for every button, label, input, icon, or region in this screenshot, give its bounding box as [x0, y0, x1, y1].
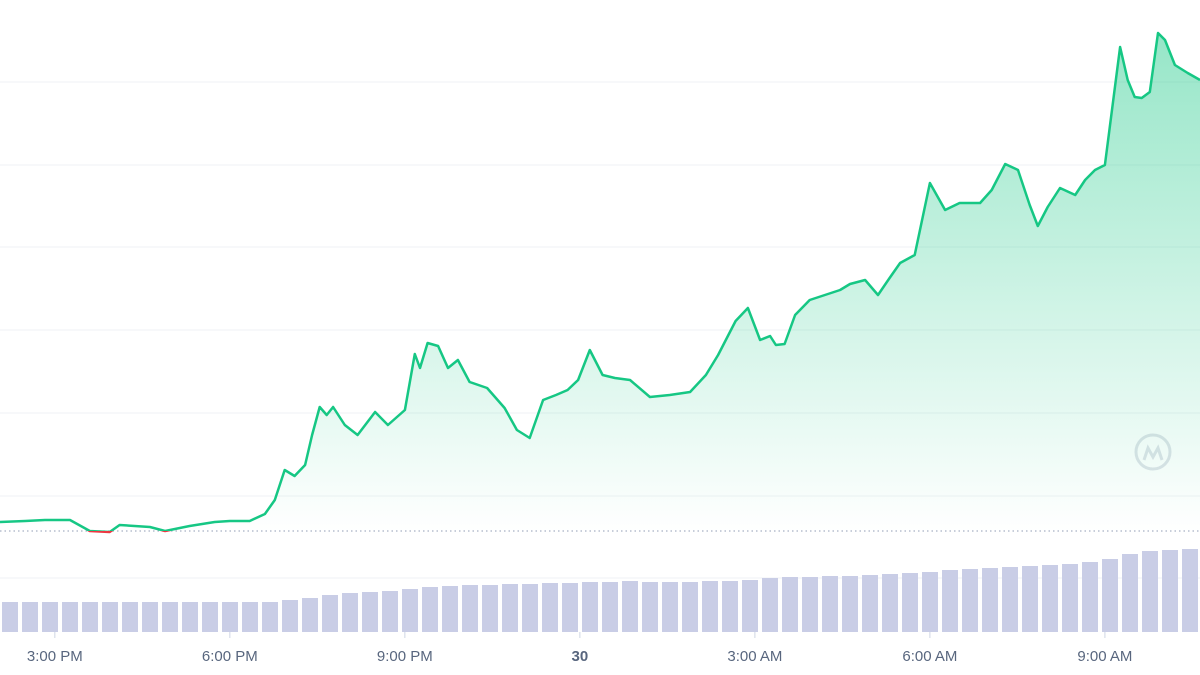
x-tick-label: 3:00 AM [727, 648, 782, 665]
volume-bar [582, 582, 598, 632]
volume-bar [662, 582, 678, 632]
volume-bar [542, 583, 558, 632]
x-tick-label: 9:00 PM [377, 648, 433, 665]
volume-bar [862, 575, 878, 632]
x-tick-label: 6:00 AM [902, 648, 957, 665]
volume-bar [2, 602, 18, 632]
volume-bar [942, 570, 958, 632]
volume-bar [642, 582, 658, 632]
volume-bar [722, 581, 738, 632]
x-tick-label: 30 [572, 648, 589, 665]
volume-bar [282, 600, 298, 632]
volume-bar [442, 586, 458, 632]
volume-bar [502, 584, 518, 632]
volume-bar [222, 602, 238, 632]
volume-bar [562, 583, 578, 632]
volume-bar [822, 576, 838, 632]
volume-bar [962, 569, 978, 632]
volume-bar [682, 582, 698, 632]
volume-bar [1022, 566, 1038, 632]
volume-bar [82, 602, 98, 632]
volume-bar [1142, 551, 1158, 632]
volume-bar [62, 602, 78, 632]
volume-bar [262, 602, 278, 632]
volume-bar [702, 581, 718, 632]
volume-bar [102, 602, 118, 632]
volume-bar [762, 578, 778, 632]
x-tick-label: 9:00 AM [1077, 648, 1132, 665]
volume-bar [342, 593, 358, 632]
volume-bar [522, 584, 538, 632]
volume-bar [842, 576, 858, 632]
volume-bar [162, 602, 178, 632]
volume-bar [202, 602, 218, 632]
price-area [0, 33, 1200, 531]
x-tick-label: 3:00 PM [27, 648, 83, 665]
volume-bar [802, 577, 818, 632]
volume-bar [122, 602, 138, 632]
volume-bar [402, 589, 418, 632]
volume-bar [1042, 565, 1058, 632]
volume-bar [242, 602, 258, 632]
volume-bar [1122, 554, 1138, 632]
volume-bar [1102, 559, 1118, 632]
volume-bar [882, 574, 898, 632]
volume-bar [362, 592, 378, 632]
volume-bar [462, 585, 478, 632]
volume-bar [22, 602, 38, 632]
volume-bar [1162, 550, 1178, 632]
volume-bar [1002, 567, 1018, 632]
volume-bar [42, 602, 58, 632]
volume-bar [142, 602, 158, 632]
volume-bar [382, 591, 398, 632]
volume-bar [782, 577, 798, 632]
volume-bar [302, 598, 318, 632]
volume-bar [482, 585, 498, 632]
volume-bar [622, 581, 638, 632]
volume-bar [422, 587, 438, 632]
volume-bar [1182, 549, 1198, 632]
volume-bar [322, 595, 338, 632]
volume-bar [1062, 564, 1078, 632]
x-tick-label: 6:00 PM [202, 648, 258, 665]
volume-bar [182, 602, 198, 632]
volume-bar [742, 580, 758, 632]
volume-bar [1082, 562, 1098, 632]
price-line [0, 31, 1200, 531]
volume-bar [602, 582, 618, 632]
volume-bar [982, 568, 998, 632]
volume-bar [922, 572, 938, 632]
volume-bar [902, 573, 918, 632]
